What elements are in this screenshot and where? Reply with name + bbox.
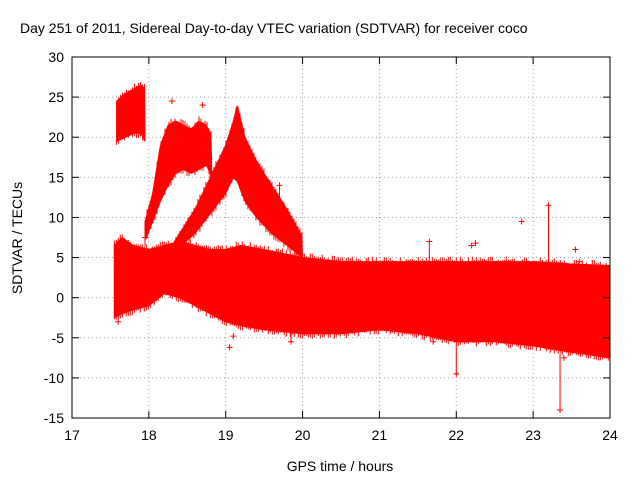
y-tick-label: 30 bbox=[48, 49, 64, 65]
outlier-point bbox=[115, 318, 122, 325]
high-block-series bbox=[116, 82, 146, 145]
x-tick-label: 19 bbox=[218, 427, 234, 443]
y-tick-label: -10 bbox=[44, 370, 64, 386]
y-tick-label: 15 bbox=[48, 169, 64, 185]
outlier-point bbox=[430, 338, 437, 345]
chart-title: Day 251 of 2011, Sidereal Day-to-day VTE… bbox=[20, 20, 528, 36]
y-tick-label: 0 bbox=[56, 290, 64, 306]
outlier-series bbox=[115, 98, 583, 413]
outlier-point bbox=[572, 246, 579, 253]
x-tick-label: 18 bbox=[141, 427, 157, 443]
y-axis-title: SDTVAR / TECUs bbox=[9, 182, 25, 294]
y-tick-label: -15 bbox=[44, 410, 64, 426]
y-tick-label: 25 bbox=[48, 89, 64, 105]
x-tick-label: 21 bbox=[372, 427, 388, 443]
main-band-series bbox=[113, 234, 611, 361]
plot-frame bbox=[71, 56, 611, 419]
outlier-point bbox=[576, 258, 583, 265]
outlier-point bbox=[518, 218, 525, 225]
y-tick-label: -5 bbox=[52, 330, 65, 346]
y-tick-label: 20 bbox=[48, 129, 64, 145]
rising-arc-series bbox=[144, 116, 213, 247]
outlier-point bbox=[142, 234, 149, 241]
outlier-point bbox=[468, 242, 475, 249]
peak-arc-series bbox=[171, 105, 304, 261]
outlier-point bbox=[230, 333, 237, 340]
outlier-point bbox=[560, 354, 567, 361]
x-tick-label: 24 bbox=[602, 427, 618, 443]
outlier-point bbox=[226, 344, 233, 351]
tick-layer: 17 18 19 20 21 22 23 24 -15 -10 -5 0 5 10 15 20 25 30 bbox=[44, 49, 618, 443]
x-tick-label: 17 bbox=[64, 427, 80, 443]
outlier-point bbox=[472, 240, 479, 247]
y-tick-label: 10 bbox=[48, 209, 64, 225]
x-axis-title: GPS time / hours bbox=[287, 458, 394, 474]
x-tick-label: 20 bbox=[295, 427, 311, 443]
outlier-point bbox=[168, 98, 175, 105]
data-layer bbox=[113, 82, 611, 413]
y-tick-label: 5 bbox=[56, 250, 64, 266]
grid bbox=[72, 57, 610, 418]
outlier-point bbox=[199, 102, 206, 109]
x-tick-label: 22 bbox=[448, 427, 464, 443]
x-tick-label: 23 bbox=[525, 427, 541, 443]
